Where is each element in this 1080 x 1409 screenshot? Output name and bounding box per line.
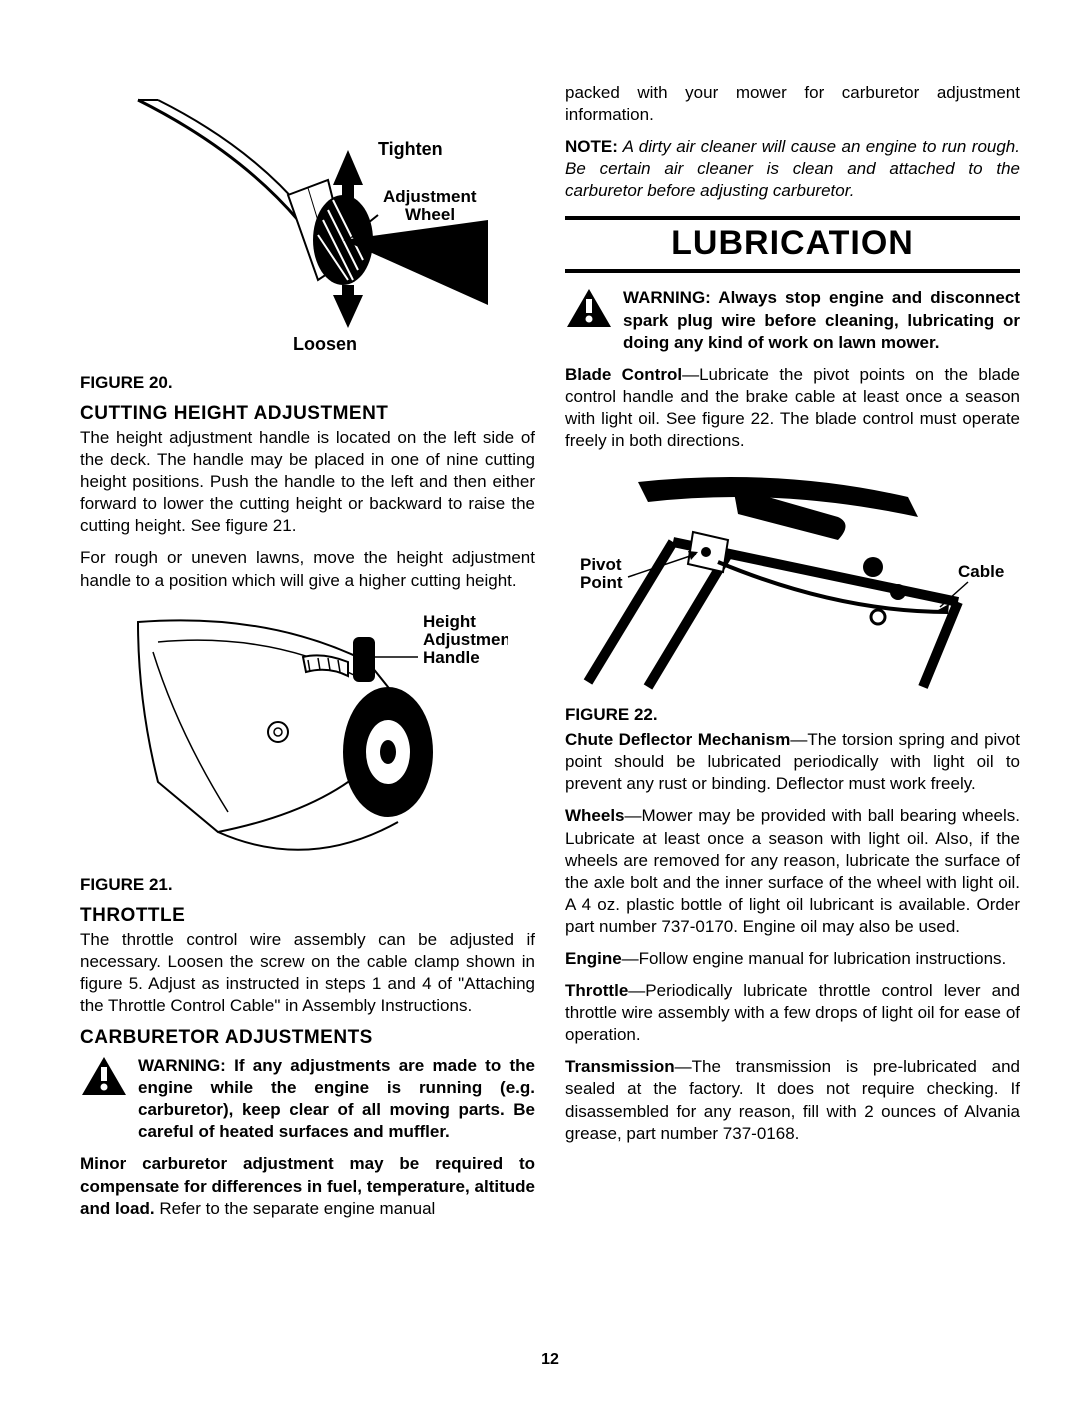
fig21-adjustment-label: Adjustment — [423, 630, 508, 649]
carburetor-p1: Minor carburetor adjustment may be requi… — [80, 1153, 535, 1219]
warning-icon — [80, 1055, 128, 1097]
page: Tighten Adjustment Wheel Loosen FIGURE 2… — [0, 0, 1080, 1409]
chute-label: Chute Deflector Mechanism — [565, 730, 790, 749]
engine-text: —Follow engine manual for lubrication in… — [622, 949, 1007, 968]
fig22-pivot-label: Pivot — [580, 555, 622, 574]
wheels-para: Wheels—Mower may be provided with ball b… — [565, 805, 1020, 938]
right-intro-p1: packed with your mower for carburetor ad… — [565, 82, 1020, 126]
note-label: NOTE: — [565, 137, 618, 156]
cutting-height-heading: CUTTING HEIGHT ADJUSTMENT — [80, 403, 535, 425]
figure-22-svg: Pivot Point Cable — [578, 462, 1008, 692]
cutting-height-p1: The height adjustment handle is located … — [80, 427, 535, 537]
engine-label: Engine — [565, 949, 622, 968]
fig22-point-label: Point — [580, 573, 623, 592]
figure-20-svg: Tighten Adjustment Wheel Loosen — [118, 80, 498, 360]
note-block: NOTE: A dirty air cleaner will cause an … — [565, 136, 1020, 202]
figure-20-label: FIGURE 20. — [80, 373, 535, 393]
columns: Tighten Adjustment Wheel Loosen FIGURE 2… — [80, 80, 1020, 1341]
warning-icon — [565, 287, 613, 329]
fig20-loosen-label: Loosen — [293, 334, 357, 354]
fig20-adjustment-label: Adjustment — [383, 187, 477, 206]
figure-21-svg: Height Adjustment Handle — [108, 602, 508, 862]
fig21-height-label: Height — [423, 612, 476, 631]
throttle-label: Throttle — [565, 981, 628, 1000]
left-column: Tighten Adjustment Wheel Loosen FIGURE 2… — [80, 80, 535, 1341]
lubrication-warning: WARNING: Always stop engine and disconne… — [565, 287, 1020, 353]
figure-22-label: FIGURE 22. — [565, 705, 1020, 725]
throttle-heading: THROTTLE — [80, 905, 535, 927]
transmission-label: Transmission — [565, 1057, 675, 1076]
figure-21: Height Adjustment Handle — [80, 602, 535, 867]
lubrication-warning-text: WARNING: Always stop engine and disconne… — [623, 287, 1020, 353]
blade-control-label: Blade Control — [565, 365, 682, 384]
figure-21-label: FIGURE 21. — [80, 875, 535, 895]
chute-para: Chute Deflector Mechanism—The torsion sp… — [565, 729, 1020, 795]
cutting-height-p2: For rough or uneven lawns, move the heig… — [80, 547, 535, 591]
transmission-para: Transmission—The transmission is pre-lub… — [565, 1056, 1020, 1144]
fig20-tighten-label: Tighten — [378, 139, 443, 159]
fig22-cable-label: Cable — [958, 562, 1004, 581]
carburetor-warning: WARNING: If any adjustments are made to … — [80, 1055, 535, 1143]
throttle-p1: The throttle control wire assembly can b… — [80, 929, 535, 1017]
figure-20: Tighten Adjustment Wheel Loosen — [80, 80, 535, 365]
right-column: packed with your mower for carburetor ad… — [565, 80, 1020, 1341]
lubrication-heading: LUBRICATION — [565, 216, 1020, 273]
carburetor-warning-text: WARNING: If any adjustments are made to … — [138, 1055, 535, 1143]
note-text: A dirty air cleaner will cause an engine… — [565, 137, 1020, 200]
throttle-para: Throttle—Periodically lubricate throttle… — [565, 980, 1020, 1046]
wheels-text: —Mower may be provided with ball bearing… — [565, 806, 1020, 935]
fig21-handle-label: Handle — [423, 648, 480, 667]
figure-22: Pivot Point Cable — [565, 462, 1020, 697]
throttle-text: —Periodically lubricate throttle control… — [565, 981, 1020, 1044]
page-number: 12 — [80, 1351, 1020, 1369]
wheels-label: Wheels — [565, 806, 625, 825]
carburetor-p1-rest: Refer to the separate engine manual — [155, 1199, 436, 1218]
carburetor-heading: CARBURETOR ADJUSTMENTS — [80, 1027, 535, 1049]
engine-para: Engine—Follow engine manual for lubricat… — [565, 948, 1020, 970]
fig20-wheel-label: Wheel — [405, 205, 455, 224]
blade-control-para: Blade Control—Lubricate the pivot points… — [565, 364, 1020, 452]
